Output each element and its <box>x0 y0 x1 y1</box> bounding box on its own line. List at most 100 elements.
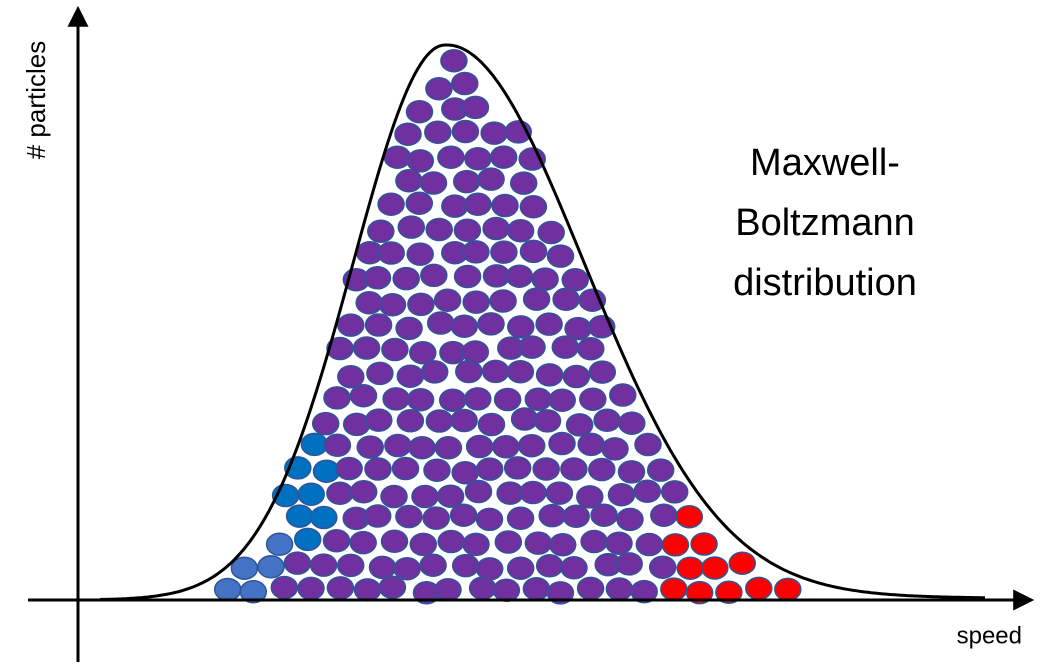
particle <box>367 362 393 384</box>
particle <box>523 578 549 600</box>
particle <box>410 342 436 364</box>
particle <box>508 507 534 529</box>
particle <box>215 579 241 601</box>
particle <box>350 532 376 554</box>
particle <box>539 505 565 527</box>
particle <box>519 435 545 457</box>
particle <box>606 532 632 554</box>
annotation-line: distribution <box>733 262 917 304</box>
particle <box>491 146 517 168</box>
particle <box>550 534 576 556</box>
particle <box>428 312 454 334</box>
particle <box>301 433 327 455</box>
particle <box>465 388 491 410</box>
particle <box>385 435 411 457</box>
particle <box>538 222 564 244</box>
particle <box>410 533 436 555</box>
particle <box>729 552 755 574</box>
particle <box>463 241 489 263</box>
particles <box>215 50 801 604</box>
particle <box>368 220 394 242</box>
particle <box>463 291 489 313</box>
particle <box>365 458 391 480</box>
particle <box>396 317 422 339</box>
particle <box>491 241 517 263</box>
particle <box>477 508 503 530</box>
particle <box>662 481 688 503</box>
particle <box>424 459 450 481</box>
particle <box>589 459 615 481</box>
particle <box>438 146 464 168</box>
particle <box>467 436 493 458</box>
particle <box>298 577 324 599</box>
particle <box>549 389 575 411</box>
particle <box>616 553 642 575</box>
particle <box>746 577 772 599</box>
particle <box>351 481 377 503</box>
particle <box>635 434 661 456</box>
particle <box>382 530 408 552</box>
particle <box>412 486 438 508</box>
particle <box>589 361 615 383</box>
particle <box>421 264 447 286</box>
particle <box>580 388 606 410</box>
particle <box>426 410 452 432</box>
particle <box>478 313 504 335</box>
particle <box>454 171 480 193</box>
particle <box>775 578 801 600</box>
particle <box>311 507 337 529</box>
particle <box>394 558 420 580</box>
particle <box>492 195 518 217</box>
particle <box>355 579 381 601</box>
particle <box>425 121 451 143</box>
particle <box>396 506 422 528</box>
particle <box>397 365 423 387</box>
particle <box>327 482 353 504</box>
particle <box>512 408 538 430</box>
particle <box>284 552 310 574</box>
annotation-line: Boltzmann <box>735 202 915 244</box>
particle <box>563 505 589 527</box>
particle <box>311 554 337 576</box>
particle <box>462 96 488 118</box>
particle <box>451 315 477 337</box>
particle <box>483 218 509 240</box>
particle <box>508 557 534 579</box>
particle <box>602 438 628 460</box>
particle <box>454 219 480 241</box>
particle <box>338 314 364 336</box>
particle <box>581 531 607 553</box>
particle <box>456 361 482 383</box>
particle <box>452 121 478 143</box>
particle <box>354 337 380 359</box>
particle <box>397 410 423 432</box>
particle <box>396 170 422 192</box>
particle <box>298 483 324 505</box>
particle <box>648 459 674 481</box>
particle <box>338 366 364 388</box>
particle <box>677 557 703 579</box>
particle <box>702 557 728 579</box>
particle <box>519 336 545 358</box>
particle <box>324 530 350 552</box>
particle <box>398 216 424 238</box>
particle <box>356 292 382 314</box>
particle <box>407 243 433 265</box>
particle <box>455 266 481 288</box>
particle <box>495 531 521 553</box>
particle <box>421 172 447 194</box>
particle <box>535 410 561 432</box>
particle <box>691 533 717 555</box>
particle <box>462 341 488 363</box>
particle <box>313 413 339 435</box>
particle <box>365 505 391 527</box>
particle <box>619 412 645 434</box>
particle <box>426 219 452 241</box>
particle <box>295 528 321 550</box>
particle <box>336 458 362 480</box>
particle <box>507 361 533 383</box>
particle <box>525 532 551 554</box>
particle <box>520 482 546 504</box>
particle <box>536 313 562 335</box>
x-axis-label: speed <box>957 622 1022 649</box>
